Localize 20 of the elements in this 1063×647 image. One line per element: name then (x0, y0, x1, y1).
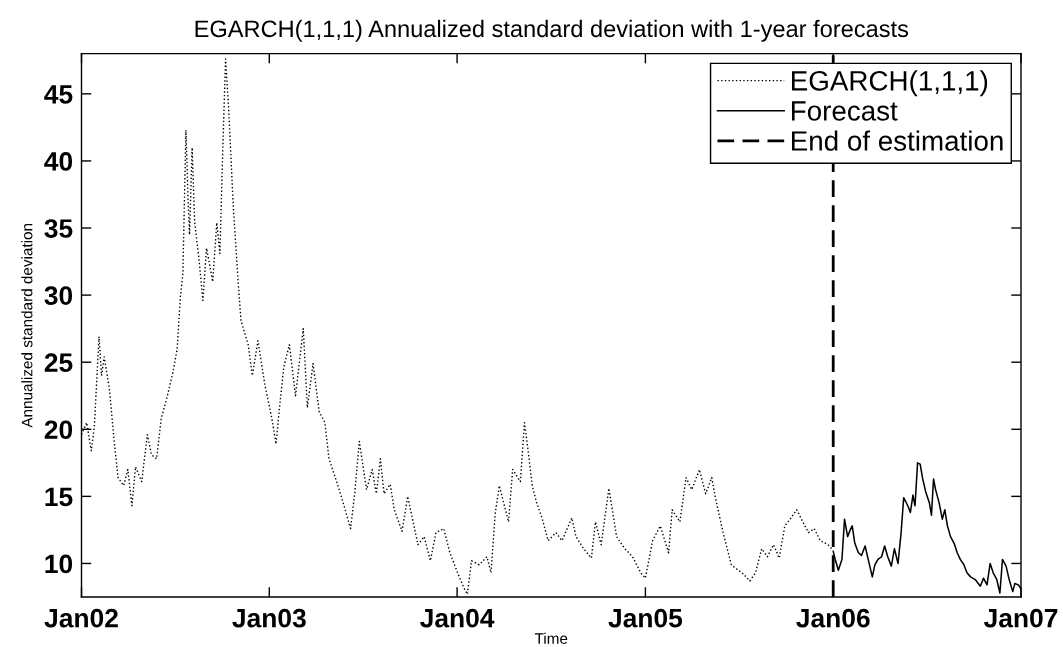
y-tick-label: 30 (44, 286, 73, 305)
ref-line-label: End of estimation (792, 130, 1003, 151)
y-tick-label: 25 (44, 353, 73, 373)
y-tick-label: 35 (44, 219, 73, 238)
y-axis-title: Annualized standard deviation (21, 223, 33, 428)
y-tick-label: 10 (45, 554, 73, 574)
legend-label: EGARCH(1,1,1) (792, 70, 988, 97)
x-axis-title: Time (534, 632, 568, 644)
x-tick-label: Jan04 (420, 608, 495, 628)
y-tick-label: 40 (44, 152, 73, 171)
x-tick-label: Jan03 (232, 608, 306, 628)
x-tick-label: Jan02 (44, 608, 118, 628)
legend-label: Forecast (792, 101, 898, 121)
x-tick-label: Jan07 (983, 608, 1058, 628)
y-tick-label: 45 (44, 85, 73, 104)
y-tick-label: 15 (45, 487, 73, 507)
y-tick-label: 20 (44, 420, 73, 440)
chart-title: EGARCH(1,1,1) Annualized standard deviation with 1-year forecasts (195, 19, 909, 42)
x-tick-label: Jan06 (796, 608, 870, 628)
x-tick-label: Jan05 (608, 608, 683, 628)
